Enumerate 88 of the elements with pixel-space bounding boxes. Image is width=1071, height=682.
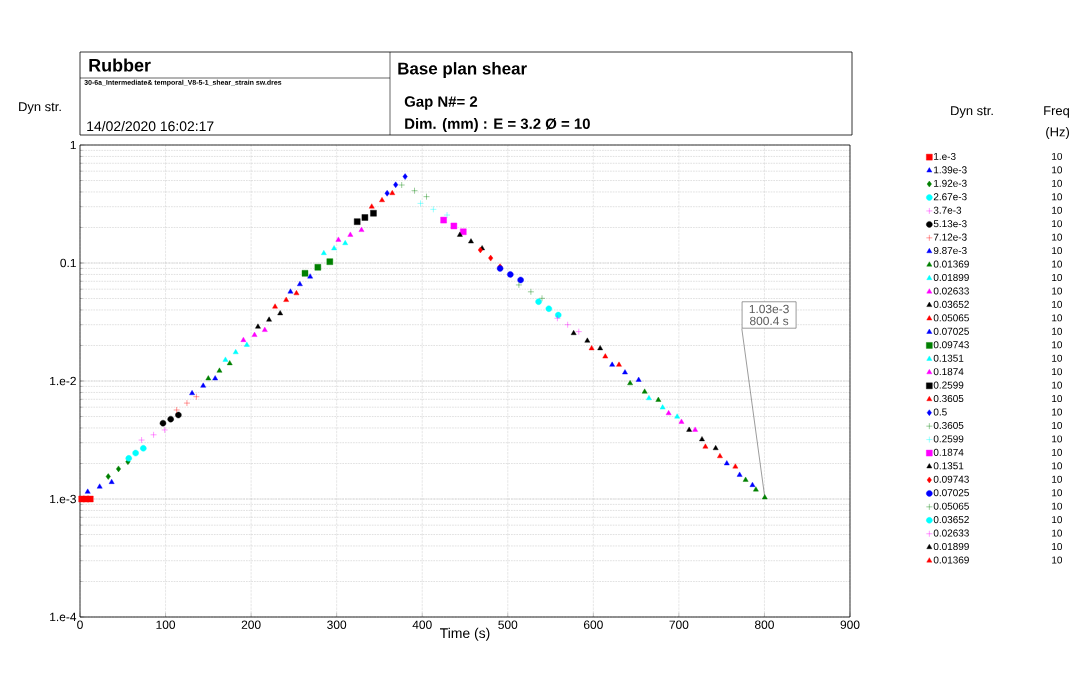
legend-label: 0.03652 bbox=[933, 300, 969, 308]
text: 10 bbox=[1052, 556, 1063, 564]
x-tick-label: 900 bbox=[840, 620, 860, 629]
text: Gap N#= 2 bbox=[404, 96, 478, 110]
legend-label: 0.2599 bbox=[933, 435, 964, 443]
legend-label: 0.02633 bbox=[933, 287, 969, 295]
text: Dim. (mm) : E = 3.2 Ø = 10 bbox=[405, 118, 590, 132]
x-tick-label: 800 bbox=[754, 620, 774, 629]
legend-label: 3.7e-3 bbox=[933, 206, 962, 214]
text: 14/02/2020 16:02:17 bbox=[87, 120, 214, 132]
legend-label: 0.07025 bbox=[933, 327, 969, 335]
chart-title: Rubber bbox=[89, 58, 151, 72]
legend-label: 0.01369 bbox=[933, 556, 969, 564]
legend-label: 9.87e-3 bbox=[933, 247, 967, 255]
y-tick-label: 1 bbox=[70, 140, 76, 150]
legend-label: 0.01899 bbox=[933, 542, 969, 551]
y-axis-title: Dyn str. bbox=[19, 102, 61, 114]
text: 10 bbox=[1052, 193, 1063, 201]
y-tick-label: 0.1 bbox=[60, 258, 76, 268]
text: 10 bbox=[1052, 381, 1063, 389]
text: 10 bbox=[1052, 233, 1063, 241]
legend-label: 7.12e-3 bbox=[933, 233, 967, 241]
legend-label: 0.01899 bbox=[933, 273, 969, 282]
text: 10 bbox=[1052, 529, 1063, 537]
legend-label: 0.5 bbox=[933, 408, 947, 416]
x-tick-label: 0 bbox=[77, 620, 83, 629]
text: 10 bbox=[1052, 395, 1063, 403]
text: (Hz) bbox=[1046, 126, 1069, 140]
x-axis-title: Time (s) bbox=[440, 627, 490, 641]
text: 10 bbox=[1052, 287, 1063, 295]
legend-label: 0.1351 bbox=[933, 354, 964, 362]
y-tick-label: 1.e-3 bbox=[50, 494, 76, 504]
legend-label: 0.2599 bbox=[933, 381, 964, 389]
text: 10 bbox=[1052, 489, 1063, 497]
text: 10 bbox=[1052, 516, 1063, 524]
y-tick-label: 1.e-4 bbox=[50, 612, 77, 622]
legend-label: 0.05065 bbox=[933, 314, 969, 322]
x-tick-label: 500 bbox=[498, 620, 518, 629]
x-tick-label: 600 bbox=[583, 620, 603, 629]
x-tick-label: 100 bbox=[156, 620, 176, 629]
text: 10 bbox=[1052, 341, 1063, 349]
chart-subtitle: Base plan shear bbox=[398, 62, 527, 78]
legend-label: 1.39e-3 bbox=[934, 166, 967, 174]
text: 10 bbox=[1052, 166, 1063, 174]
legend-label: 0.1351 bbox=[933, 462, 964, 470]
legend-label: 2.67e-3 bbox=[933, 193, 967, 201]
text: Freq bbox=[1044, 106, 1069, 118]
text: 10 bbox=[1052, 220, 1063, 228]
text: 10 bbox=[1052, 448, 1063, 456]
x-tick-label: 200 bbox=[241, 620, 261, 629]
text: 10 bbox=[1052, 247, 1063, 255]
text: 10 bbox=[1052, 179, 1063, 187]
x-tick-label: 400 bbox=[412, 620, 432, 629]
text: 10 bbox=[1052, 435, 1063, 443]
legend-label: 0.1874 bbox=[933, 368, 964, 376]
text: 10 bbox=[1052, 368, 1063, 376]
legend-label: 0.3605 bbox=[933, 421, 964, 429]
text: 10 bbox=[1052, 206, 1063, 214]
legend-label: 1.e-3 bbox=[934, 152, 956, 160]
text: 10 bbox=[1052, 314, 1063, 322]
legend-label: 0.07025 bbox=[933, 489, 969, 497]
text: 10 bbox=[1052, 542, 1063, 551]
annotation: 1.03e-3 800.4 s bbox=[749, 304, 789, 326]
legend-label: 0.01369 bbox=[933, 260, 969, 268]
y-tick-label: 1.e-2 bbox=[50, 376, 76, 386]
legend-label: 0.03652 bbox=[933, 516, 969, 524]
legend-label: 0.09743 bbox=[933, 475, 969, 483]
text: 10 bbox=[1052, 327, 1063, 335]
legend-label: 0.3605 bbox=[933, 395, 964, 403]
text: 10 bbox=[1052, 421, 1063, 429]
legend-label: 5.13e-3 bbox=[933, 220, 967, 228]
legend-title: Dyn str. bbox=[951, 106, 993, 118]
legend-label: 0.02633 bbox=[933, 529, 969, 537]
legend-label: 1.92e-3 bbox=[934, 179, 967, 187]
text: 10 bbox=[1052, 502, 1063, 510]
text: 10 bbox=[1052, 475, 1063, 483]
text: 10 bbox=[1052, 152, 1063, 160]
text: 10 bbox=[1052, 462, 1063, 470]
x-tick-label: 300 bbox=[327, 620, 347, 629]
text: 10 bbox=[1052, 300, 1063, 308]
text: 10 bbox=[1052, 273, 1063, 282]
text: 10 bbox=[1052, 354, 1063, 362]
text: 10 bbox=[1052, 260, 1063, 268]
legend-label: 0.09743 bbox=[933, 341, 969, 349]
x-tick-label: 700 bbox=[669, 620, 689, 629]
legend-label: 0.05065 bbox=[933, 502, 969, 510]
text: 10 bbox=[1052, 408, 1063, 416]
legend-label: 0.1874 bbox=[933, 448, 964, 456]
